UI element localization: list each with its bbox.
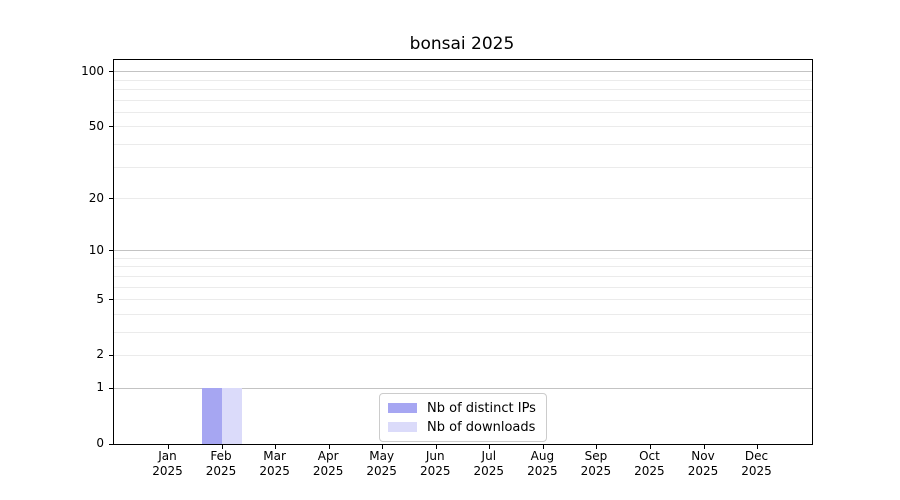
- y-tick-label: 5: [96, 291, 104, 306]
- x-tick-mark: [221, 445, 223, 449]
- y-tick-mark: [109, 443, 113, 445]
- y-tick-mark: [109, 250, 113, 252]
- gridline-minor: [114, 112, 812, 114]
- gridline-minor: [114, 89, 812, 91]
- gridline-minor: [114, 275, 812, 277]
- gridline-minor: [114, 354, 812, 356]
- x-tick-label: Nov 2025: [687, 449, 719, 478]
- plot-area: Nb of distinct IPs Nb of downloads: [109, 59, 813, 449]
- x-tick-mark: [596, 445, 598, 449]
- legend-swatch-distinct-ips: [388, 403, 417, 413]
- y-tick-mark: [109, 126, 113, 128]
- bar-nb-of-downloads: [222, 388, 243, 444]
- gridline-minor: [114, 198, 812, 199]
- gridline-minor: [114, 126, 812, 128]
- y-tick-label: 50: [88, 118, 104, 133]
- gridline-minor: [114, 257, 812, 259]
- y-tick-label: 10: [88, 242, 104, 257]
- x-tick-label: Aug 2025: [527, 449, 558, 478]
- y-tick-mark: [109, 299, 113, 301]
- y-tick-label: 100: [81, 63, 104, 78]
- bar-nb-of-distinct-ips: [202, 388, 223, 444]
- y-tick-mark: [109, 198, 113, 199]
- y-tick-label: 1: [96, 380, 104, 395]
- x-tick-label: Mar 2025: [259, 449, 290, 478]
- legend-label-downloads: Nb of downloads: [427, 419, 536, 435]
- x-tick-mark: [328, 445, 330, 449]
- x-tick-mark: [275, 445, 277, 449]
- x-tick-label: Sep 2025: [580, 449, 612, 478]
- y-tick-mark: [109, 354, 113, 356]
- gridline-minor: [114, 299, 812, 301]
- x-tick-label: Jan 2025: [152, 449, 183, 478]
- gridline-major: [114, 71, 812, 73]
- x-tick-mark: [168, 445, 169, 449]
- gridline-minor: [114, 79, 812, 81]
- x-tick-label: May 2025: [366, 449, 397, 478]
- y-tick-mark: [109, 71, 113, 73]
- x-tick-mark: [542, 445, 544, 449]
- legend-swatch-downloads: [388, 422, 417, 432]
- y-tick-label: 20: [88, 190, 104, 205]
- x-tick-label: Dec 2025: [741, 449, 772, 478]
- x-tick-mark: [703, 445, 705, 449]
- gridline-major: [114, 387, 812, 389]
- gridline-minor: [114, 166, 812, 168]
- gridline-minor: [114, 99, 812, 101]
- x-tick-label: Jun 2025: [419, 449, 451, 478]
- legend: Nb of distinct IPs Nb of downloads: [379, 393, 547, 442]
- x-tick-label: Oct 2025: [634, 449, 665, 478]
- gridline-minor: [114, 286, 812, 288]
- x-tick-label: Apr 2025: [312, 449, 344, 478]
- y-tick-mark: [109, 387, 113, 389]
- gridline-minor: [114, 313, 812, 315]
- x-tick-label: Jul 2025: [473, 449, 505, 478]
- x-tick-label: Feb 2025: [205, 449, 237, 478]
- x-tick-mark: [757, 445, 759, 449]
- gridline-minor: [114, 331, 812, 333]
- gridline-minor: [114, 266, 812, 268]
- gridline-major: [114, 250, 812, 252]
- x-tick-mark: [489, 445, 491, 449]
- y-tick-label: 2: [96, 347, 104, 362]
- x-tick-mark: [649, 445, 651, 449]
- legend-label-distinct-ips: Nb of distinct IPs: [427, 400, 536, 416]
- x-tick-mark: [435, 445, 437, 449]
- legend-item-distinct-ips: Nb of distinct IPs: [388, 399, 536, 417]
- legend-item-downloads: Nb of downloads: [388, 418, 536, 436]
- chart-title: bonsai 2025: [409, 34, 515, 54]
- x-tick-mark: [382, 445, 384, 449]
- y-tick-label: 0: [96, 436, 104, 450]
- gridline-minor: [114, 144, 812, 146]
